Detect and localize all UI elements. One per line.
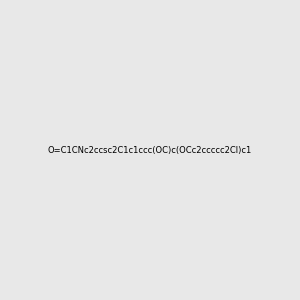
- Text: O=C1CNc2ccsc2C1c1ccc(OC)c(OCc2ccccc2Cl)c1: O=C1CNc2ccsc2C1c1ccc(OC)c(OCc2ccccc2Cl)c…: [48, 146, 252, 154]
